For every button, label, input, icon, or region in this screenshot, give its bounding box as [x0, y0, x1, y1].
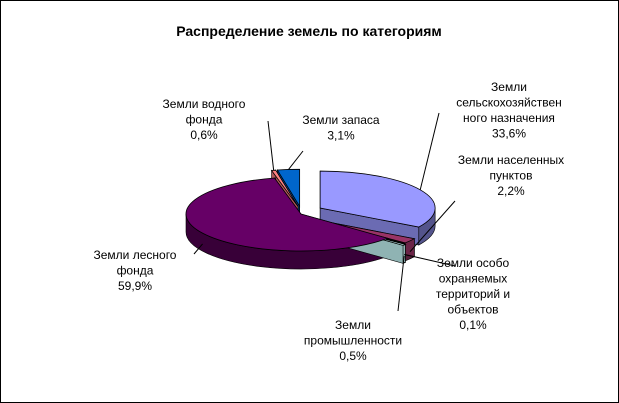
data-label-6: Земли запаса 3,1%: [302, 113, 380, 143]
data-label-2: Земли особо охраняемых территорий и объекто…: [436, 256, 510, 332]
leader-line-6: [288, 150, 304, 170]
pie-slices: [185, 168, 436, 270]
data-label-line: Земли: [335, 318, 371, 332]
chart-title: Распределение земель по категориям: [176, 23, 442, 39]
data-label-line: Земли водного: [163, 97, 246, 111]
data-label-line: Земли особо: [437, 256, 510, 270]
data-label-4: Земли лесного фонда 59,9%: [94, 248, 177, 293]
data-label-1: Земли населенных пунктов 2,2%: [458, 153, 564, 198]
leader-line-2: [404, 253, 456, 267]
data-label-line: Земли населенных: [458, 153, 564, 167]
data-label-line: Земли лесного: [94, 248, 177, 262]
data-label-3: Земли промышленности 0,5%: [304, 318, 402, 363]
data-label-line: фонда: [117, 264, 154, 278]
leader-line-5: [267, 120, 275, 171]
data-label-percent: 0,5%: [339, 349, 367, 363]
data-label-line: сельскохозяйствен: [456, 96, 562, 110]
data-label-line: Земли запаса: [302, 113, 380, 127]
data-labels: Земли сельскохозяйствен ного назначения 33,…: [94, 80, 565, 363]
data-label-percent: 2,2%: [497, 184, 525, 198]
data-label-0: Земли сельскохозяйствен ного назначения 33,…: [456, 80, 562, 141]
pie-slice-4: [185, 177, 390, 252]
data-label-line: Земли: [491, 80, 527, 94]
data-label-line: пунктов: [490, 169, 533, 183]
leader-line-0: [419, 112, 440, 190]
data-label-line: объектов: [447, 303, 498, 317]
data-label-percent: 59,9%: [118, 279, 152, 293]
leader-line-3: [397, 255, 405, 312]
data-label-5: Земли водного фонда 0,6%: [163, 97, 246, 142]
data-label-percent: 33,6%: [492, 127, 526, 141]
data-label-line: территорий и: [436, 287, 510, 301]
data-label-percent: 0,1%: [459, 318, 487, 332]
data-label-percent: 0,6%: [190, 128, 218, 142]
data-label-line: ного назначения: [463, 111, 555, 125]
leader-line-4: [193, 243, 203, 255]
data-label-percent: 3,1%: [327, 129, 355, 143]
data-label-line: охраняемых: [439, 272, 508, 286]
leader-lines: [193, 112, 456, 312]
data-label-line: фонда: [186, 113, 223, 127]
leader-line-1: [409, 200, 456, 252]
data-label-line: промышленности: [304, 334, 402, 348]
